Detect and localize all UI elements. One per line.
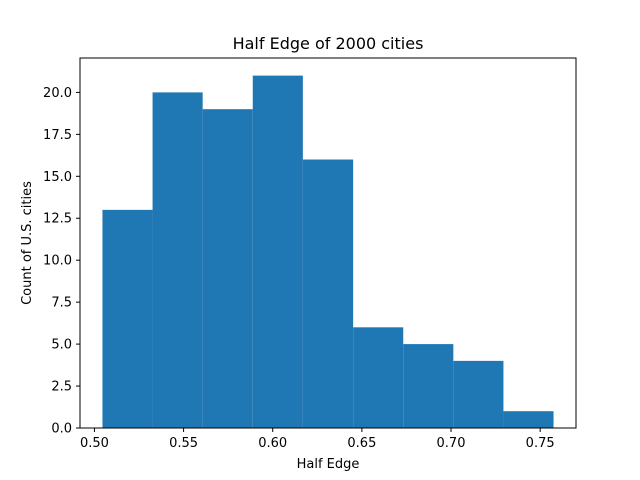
histogram-bar [353, 327, 404, 428]
y-tick-label: 7.5 [51, 296, 72, 311]
histogram-bar [102, 209, 153, 428]
x-axis: 0.50 0.55 0.60 0.65 0.70 0.75 [80, 428, 555, 451]
chart-title: Half Edge of 2000 cities [233, 34, 424, 53]
x-tick-label: 0.55 [169, 436, 198, 451]
x-tick-label: 0.50 [80, 436, 109, 451]
y-tick-label: 12.5 [43, 212, 72, 227]
histogram-bar [152, 92, 203, 428]
y-tick-label: 15.0 [43, 170, 72, 185]
y-tick-label: 0.0 [51, 422, 72, 437]
y-tick-label: 10.0 [43, 254, 72, 269]
y-axis: 0.0 2.5 5.0 7.5 10.0 12.5 15.0 17.5 20.0 [43, 86, 80, 437]
x-tick-label: 0.65 [347, 436, 376, 451]
x-axis-label: Half Edge [297, 457, 360, 472]
plot-frame [79, 57, 577, 429]
histogram-bar [403, 344, 454, 428]
histogram-bar [503, 411, 554, 428]
x-tick-label: 0.70 [437, 436, 466, 451]
x-tick-label: 0.75 [526, 436, 555, 451]
y-tick-label: 17.5 [43, 128, 72, 143]
histogram-bar [252, 75, 303, 428]
histogram-bar [302, 159, 354, 428]
histogram-bar [453, 360, 504, 428]
bars-group [102, 75, 554, 428]
x-tick-label: 0.60 [258, 436, 287, 451]
y-tick-label: 20.0 [43, 86, 72, 101]
y-tick-label: 5.0 [51, 338, 72, 353]
y-axis-label: Count of U.S. cities [20, 181, 35, 305]
y-tick-label: 2.5 [51, 380, 72, 395]
histogram-bar [202, 109, 253, 428]
